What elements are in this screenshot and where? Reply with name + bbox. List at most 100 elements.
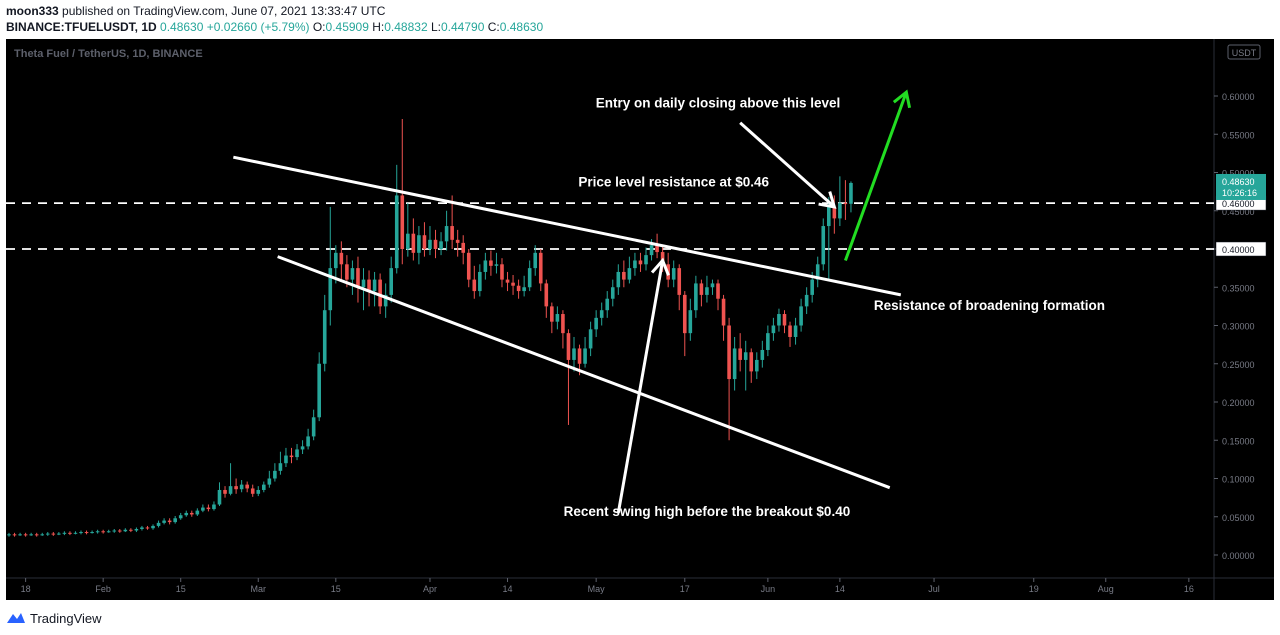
candle-bear — [832, 206, 837, 219]
publish-info: moon333 published on TradingView.com, Ju… — [6, 4, 385, 18]
candle-bear — [466, 252, 471, 280]
candle-bear — [566, 333, 571, 360]
current-price-value: 0.48630 — [1222, 177, 1255, 187]
candle-bull — [483, 260, 488, 272]
open-label: O: — [312, 20, 326, 34]
candle-bear — [289, 455, 294, 458]
candle-bear — [660, 252, 665, 265]
x-tick-label: 17 — [680, 584, 690, 594]
candle-bull — [694, 283, 698, 311]
author-name[interactable]: moon333 — [6, 4, 59, 18]
candle-bear — [339, 252, 344, 265]
candle-bull — [588, 329, 593, 349]
y-tick-label: 0.20000 — [1222, 398, 1255, 408]
candle-bull — [256, 489, 261, 494]
candle-bull — [95, 531, 100, 533]
candle-bear — [550, 306, 554, 322]
candle-bear — [400, 195, 405, 249]
candle-bear — [505, 279, 510, 283]
lower-trendline — [277, 255, 891, 490]
candle-bull — [821, 226, 826, 265]
y-tick-label: 0.45000 — [1222, 207, 1255, 217]
level-label-box — [1215, 241, 1267, 257]
candle-bear — [455, 239, 460, 243]
candle-bull — [572, 348, 576, 360]
tradingview-logo-icon — [7, 613, 25, 623]
candle-bull — [838, 203, 842, 219]
candle-bear — [538, 252, 543, 284]
candle-bull — [201, 507, 205, 511]
candle-bull — [267, 478, 272, 485]
candle-bull — [478, 271, 482, 292]
chart-area[interactable]: Theta Fuel / TetherUS, 1D, BINANCE USDT … — [6, 39, 1274, 600]
x-tick-label: 16 — [1184, 584, 1194, 594]
candle-bull — [555, 314, 560, 322]
candle-bear — [411, 233, 416, 253]
candle-bull — [793, 325, 798, 337]
candle-bull — [383, 294, 388, 307]
candle-bear — [422, 235, 427, 249]
candle-bull — [633, 260, 637, 269]
currency-badge-box[interactable] — [1227, 44, 1261, 60]
candle-bull — [195, 510, 200, 515]
candle-bull — [406, 233, 410, 249]
candle-bear — [461, 242, 466, 253]
candle-bear — [655, 245, 659, 253]
candle-bull — [815, 264, 820, 280]
currency-badge[interactable]: USDT — [1232, 48, 1257, 58]
candle-bear — [51, 533, 56, 535]
candle-bull — [350, 268, 355, 280]
bar-countdown: 10:26:16 — [1222, 188, 1257, 198]
candle-bull — [156, 522, 161, 526]
y-tick-label: 0.30000 — [1222, 322, 1255, 332]
candle-bull — [494, 264, 499, 266]
candle-bear — [223, 489, 227, 494]
y-tick-label: 0.15000 — [1222, 436, 1255, 446]
candle-bear — [356, 268, 360, 288]
candle-bear — [749, 352, 754, 372]
candle-bear — [206, 507, 211, 510]
price-chart[interactable]: Theta Fuel / TetherUS, 1D, BINANCE USDT … — [6, 39, 1274, 600]
published-text: published on TradingView.com, June 07, 2… — [62, 4, 386, 18]
ohlc-header: BINANCE:TFUELUSDT, 1D 0.48630 +0.02660 (… — [6, 20, 543, 34]
breakout-target-arrow — [844, 91, 908, 261]
candle-bull — [18, 534, 22, 536]
candle-bull — [771, 325, 776, 334]
tradingview-brand[interactable]: TradingView — [30, 610, 102, 626]
candle-bull — [777, 314, 781, 326]
candle-bear — [511, 282, 515, 286]
x-tick-label: Aug — [1098, 584, 1114, 594]
candle-bull — [754, 359, 759, 372]
candle-bear — [167, 520, 172, 523]
annotation-text: Price level resistance at $0.46 — [578, 174, 769, 189]
candle-bull — [610, 287, 615, 299]
x-tick-label: Jun — [761, 584, 776, 594]
x-tick-label: Feb — [95, 584, 111, 594]
y-tick-label: 0.05000 — [1222, 513, 1255, 523]
x-tick-label: Apr — [423, 584, 437, 594]
candle-bull — [62, 532, 67, 534]
candle-bull — [284, 455, 288, 464]
candle-bull — [295, 449, 299, 458]
candle-bull — [262, 484, 266, 490]
candle-bear — [500, 264, 504, 280]
candle-bear — [472, 279, 477, 292]
candle-bull — [743, 352, 748, 360]
annotation-text: Entry on daily closing above this level — [596, 95, 841, 110]
candle-bull — [278, 463, 283, 471]
x-tick-label: 14 — [503, 584, 513, 594]
candle-bull — [212, 504, 216, 510]
candle-bull — [616, 271, 621, 288]
tradingview-footer[interactable]: TradingView — [6, 609, 102, 627]
x-tick-label: Jul — [928, 584, 940, 594]
candle-bull — [106, 531, 111, 533]
candle-bull — [605, 298, 610, 311]
high-value: 0.48832 — [384, 20, 428, 34]
candle-bull — [533, 252, 538, 269]
candle-bull — [40, 534, 45, 536]
x-tick-label: 19 — [1029, 584, 1039, 594]
candle-bear — [544, 283, 549, 307]
candle-bear — [489, 260, 493, 266]
candle-bear — [716, 283, 720, 299]
candle-bear — [638, 260, 643, 265]
